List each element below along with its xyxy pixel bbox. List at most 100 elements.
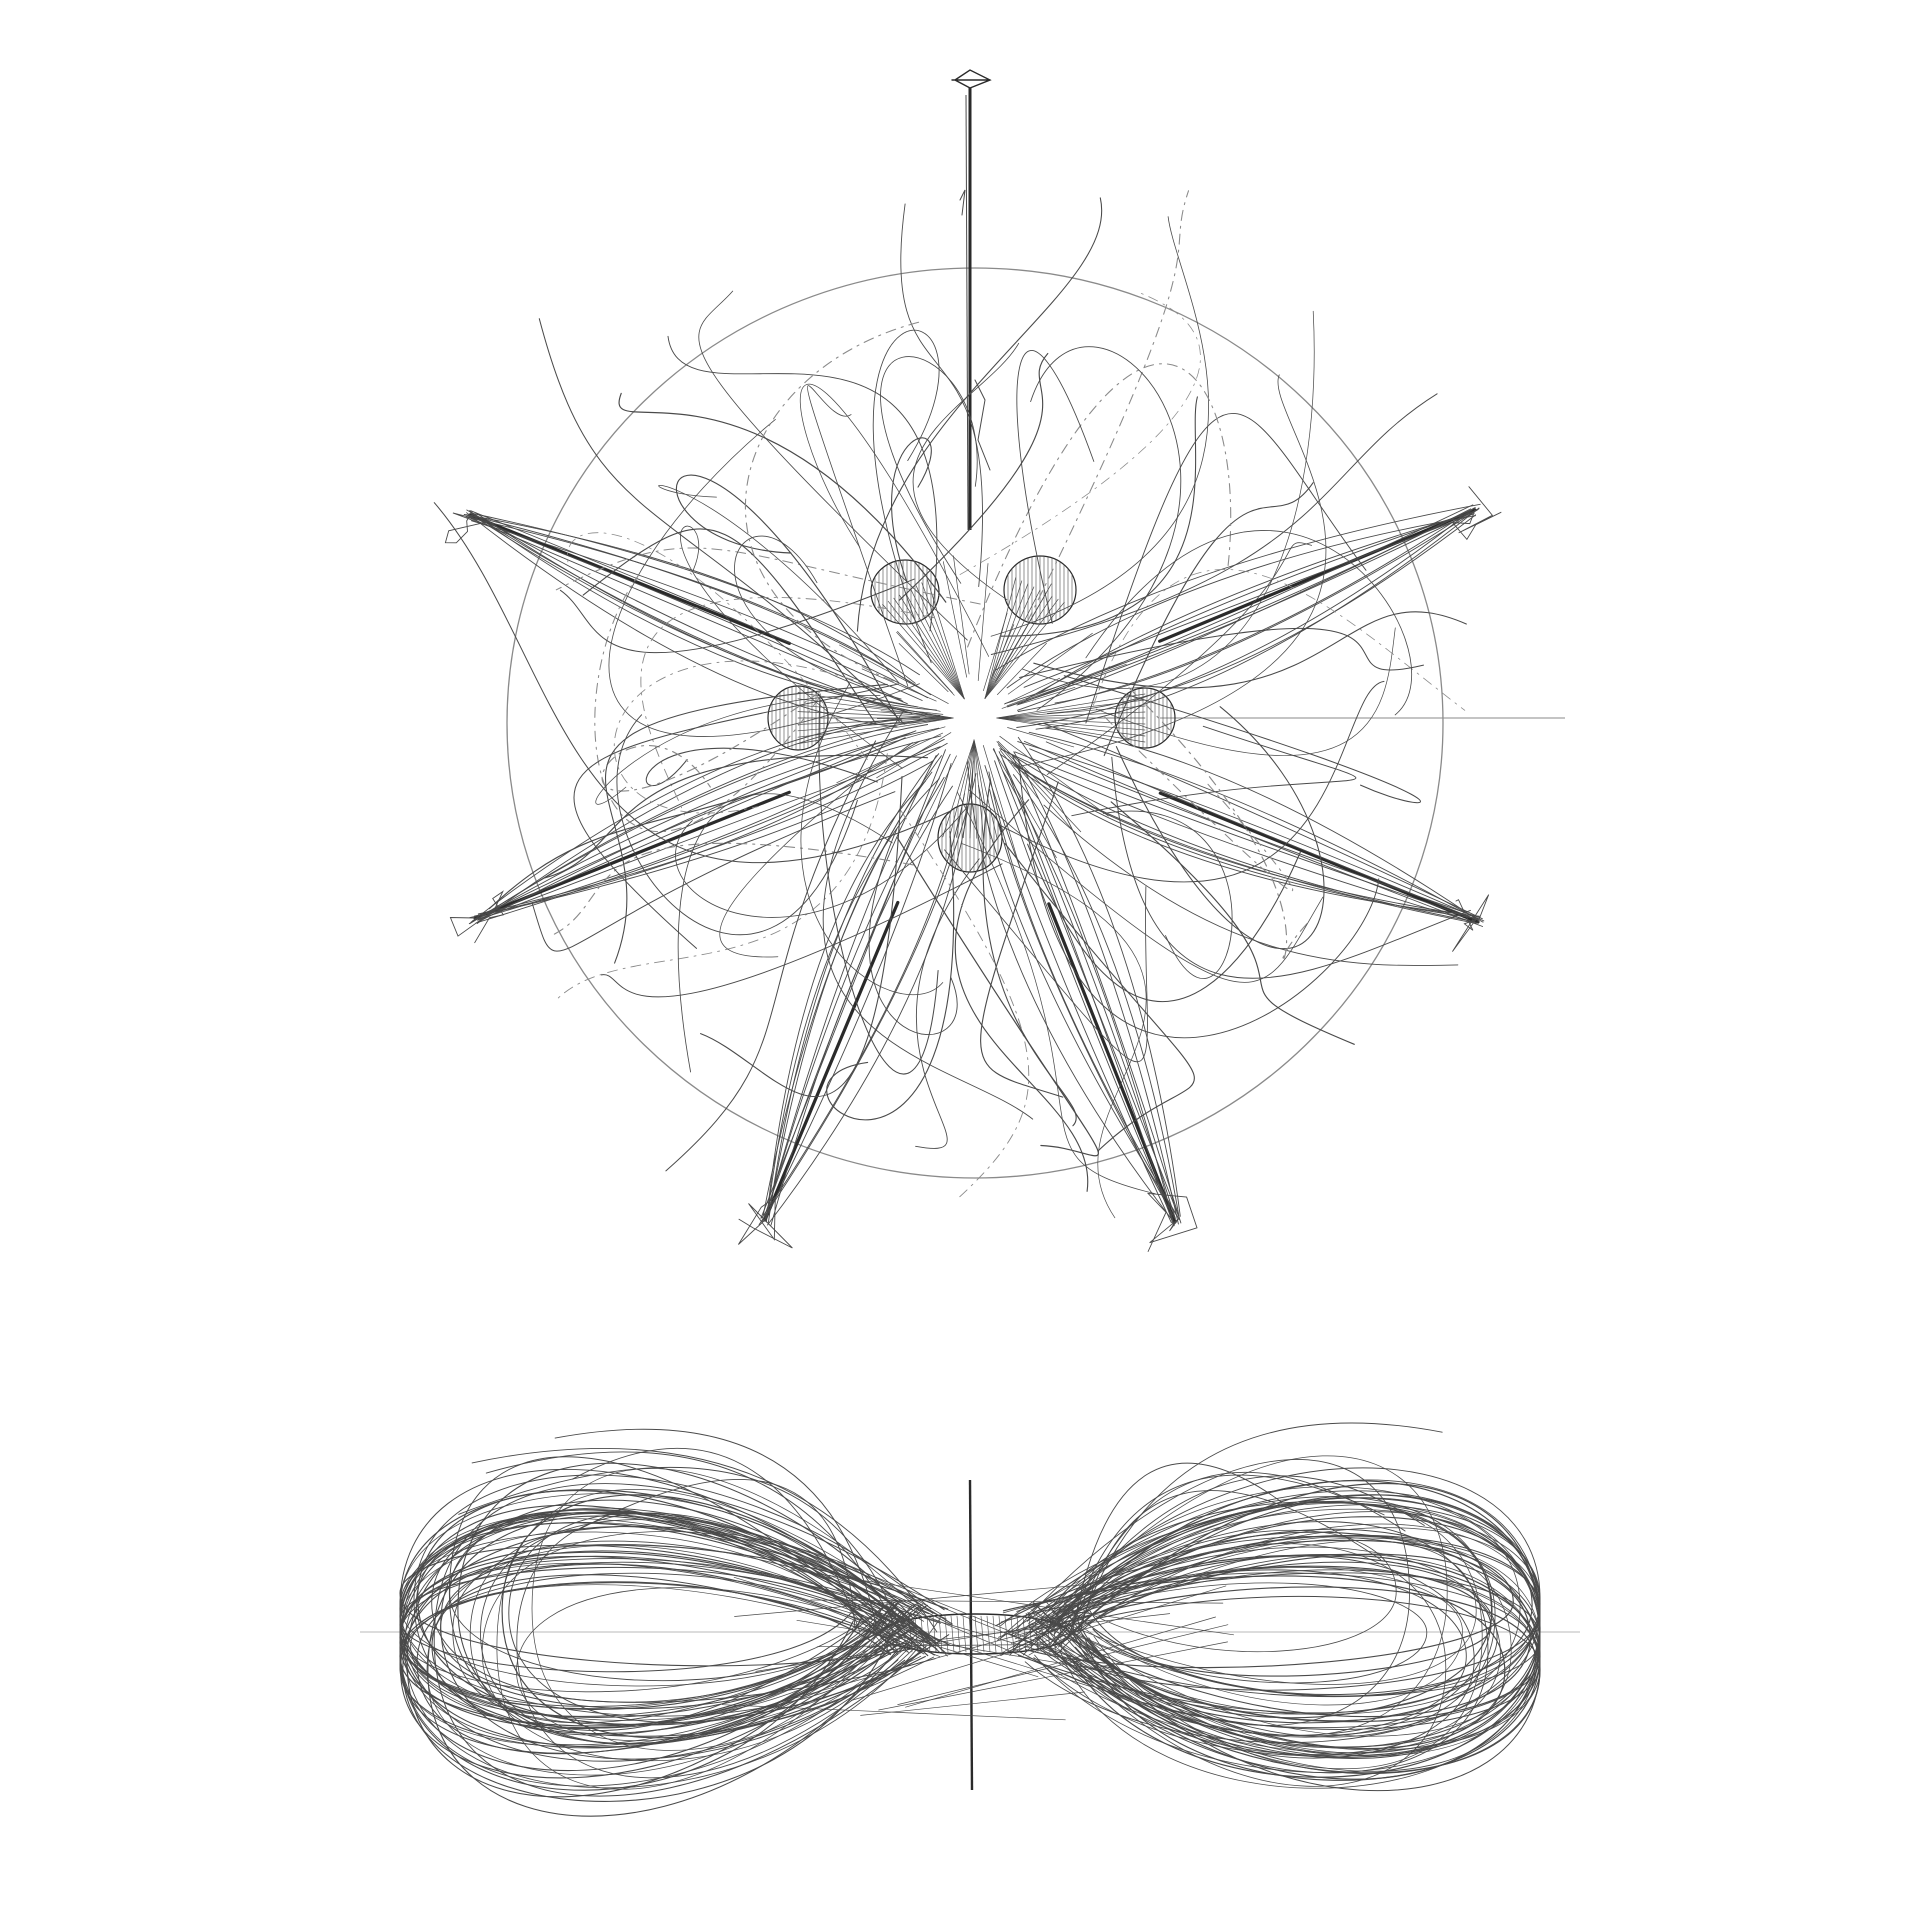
center-spike (977, 563, 989, 681)
sweep-curve (559, 578, 915, 654)
fan-line (956, 739, 975, 838)
sweep-curve (900, 203, 983, 588)
sweep-curve (990, 393, 1438, 655)
arm-curve (764, 763, 952, 1221)
arm-curve (762, 755, 942, 1216)
sweep-curve (595, 695, 881, 805)
fan-line (910, 588, 965, 700)
sweep-curve (538, 318, 905, 725)
arm-curve (1011, 754, 1182, 1224)
arm-curve (1025, 511, 1475, 702)
arm-curve (466, 516, 911, 683)
hub-cross-line (862, 1599, 1055, 1656)
sweep-curve (745, 321, 921, 682)
sweep-curve (698, 290, 968, 641)
sweep-curve (826, 830, 955, 1121)
elevation-loop (997, 1521, 1489, 1774)
sweep-curve (433, 502, 953, 863)
arm-curve (470, 512, 920, 676)
fan-line (996, 705, 1146, 719)
sweep-curve (880, 356, 978, 584)
arm-curve (1002, 770, 1175, 1227)
sweep-curve (956, 791, 1156, 1195)
center-spike (1000, 750, 1039, 800)
sweep-curve (990, 216, 1210, 637)
fan-line (996, 693, 1146, 719)
arm-curve (1039, 512, 1470, 694)
sweep-curve (1111, 756, 1471, 979)
sweep-curve (700, 775, 903, 1098)
sweep-curve (1085, 530, 1412, 716)
center-spike (953, 555, 970, 675)
fan-line (893, 597, 965, 700)
arm-curve (466, 512, 898, 728)
center-spike (825, 720, 938, 729)
arm-curve (1017, 508, 1472, 711)
arm-tip-scribble (1451, 486, 1502, 541)
center-spike (1001, 663, 1127, 709)
sweep-curve (822, 709, 1034, 1120)
elevation-view-drawing (360, 1422, 1580, 1817)
fan-line (915, 585, 965, 700)
arm-core-line (1158, 791, 1480, 924)
center-spike (999, 735, 1109, 817)
sweep-curve (891, 437, 932, 583)
arm-curve (1015, 763, 1479, 919)
elevation-loop (1022, 1504, 1541, 1715)
elevation-loop (1032, 1479, 1541, 1758)
center-spike (876, 732, 952, 779)
sweep-curve (800, 682, 944, 996)
elevation-loop (1047, 1529, 1397, 1653)
sweep-curve (1085, 412, 1367, 724)
arm-curve (478, 715, 939, 919)
arm-curve (1012, 774, 1180, 1219)
arm-tip-scribble (1146, 1192, 1198, 1252)
arm-curve (1028, 731, 1484, 923)
fan-line (797, 704, 954, 719)
arm-curve (988, 771, 1180, 1221)
elevation-loop (399, 1509, 932, 1787)
elevation-arc (1069, 1474, 1385, 1633)
arm-curve (1047, 514, 1477, 714)
arm-curve (1054, 508, 1480, 704)
elevation-loop (1047, 1554, 1541, 1759)
arm-curve (470, 716, 921, 923)
sweep-curve (1000, 396, 1198, 637)
arm-curve (472, 735, 942, 922)
elevation-loop (508, 1512, 911, 1723)
sweep-curve (594, 574, 820, 832)
sweep-curve (719, 769, 872, 958)
sweep-curve (1063, 675, 1421, 804)
arm-curve (993, 748, 1179, 1217)
fan-line (973, 739, 978, 839)
sweep-curve (980, 781, 1064, 1098)
sweep-curve (1019, 627, 1425, 679)
arm-curve (1025, 509, 1478, 700)
arm-curve (470, 520, 929, 699)
center-spike (983, 612, 1008, 692)
arm-curve (1002, 759, 1175, 1227)
sweep-curve (616, 714, 858, 935)
elevation-loop (1002, 1575, 1506, 1750)
sweep-curve (582, 528, 876, 724)
arm-curve (477, 746, 941, 921)
hub-cross-line (895, 1588, 1100, 1672)
arm-tip-scribble (449, 890, 505, 944)
arm-tip-scribble (738, 1196, 793, 1249)
elevation-arc (471, 1447, 938, 1633)
arm-curve (760, 749, 946, 1219)
sweep-curve (968, 789, 1324, 983)
elevation-arc (1079, 1490, 1382, 1633)
hub-hatch (992, 1615, 997, 1653)
hub-hatch (974, 1615, 979, 1653)
fan-line (984, 589, 1041, 699)
outer-guide-circle (506, 267, 1444, 1179)
sweep-curve (600, 863, 1003, 998)
center-spike (877, 726, 946, 747)
sweep-curve (1102, 810, 1233, 979)
sweep-curve (1115, 706, 1325, 950)
arm-curve (977, 784, 1179, 1218)
elevation-loop (1028, 1497, 1521, 1721)
elevation-loop (433, 1483, 945, 1797)
sweep-curve (544, 754, 929, 879)
